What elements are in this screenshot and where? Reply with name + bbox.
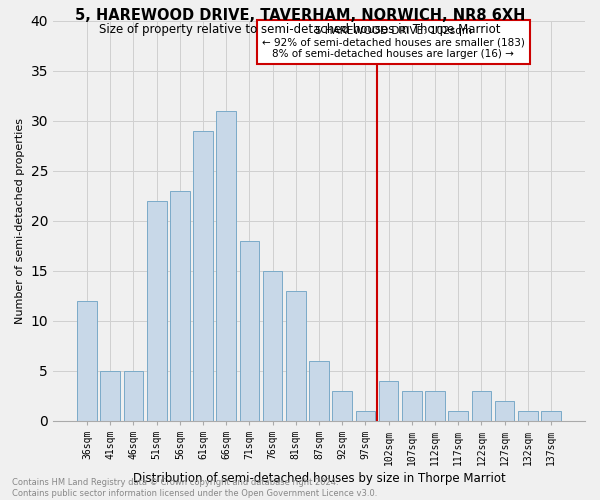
Bar [379,381,398,421]
Bar [495,401,514,421]
Text: 5, HAREWOOD DRIVE, TAVERHAM, NORWICH, NR8 6XH: 5, HAREWOOD DRIVE, TAVERHAM, NORWICH, NR… [75,8,525,22]
Bar [402,391,422,421]
Bar [263,270,283,421]
Bar [124,370,143,421]
Bar [77,300,97,421]
Bar [100,370,120,421]
Bar [286,290,305,421]
Bar [239,240,259,421]
Bar [541,411,561,421]
Text: 5 HAREWOOD DRIVE: 102sqm
← 92% of semi-detached houses are smaller (183)
8% of s: 5 HAREWOOD DRIVE: 102sqm ← 92% of semi-d… [262,26,524,58]
Bar [193,130,213,421]
Bar [332,391,352,421]
Bar [309,360,329,421]
Text: Contains HM Land Registry data © Crown copyright and database right 2024.
Contai: Contains HM Land Registry data © Crown c… [12,478,377,498]
Text: Size of property relative to semi-detached houses in Thorpe Marriot: Size of property relative to semi-detach… [99,22,501,36]
Bar [217,110,236,421]
Y-axis label: Number of semi-detached properties: Number of semi-detached properties [15,118,25,324]
X-axis label: Distribution of semi-detached houses by size in Thorpe Marriot: Distribution of semi-detached houses by … [133,472,505,485]
Bar [472,391,491,421]
Bar [170,190,190,421]
Bar [147,200,167,421]
Bar [356,411,375,421]
Bar [518,411,538,421]
Bar [448,411,468,421]
Bar [425,391,445,421]
